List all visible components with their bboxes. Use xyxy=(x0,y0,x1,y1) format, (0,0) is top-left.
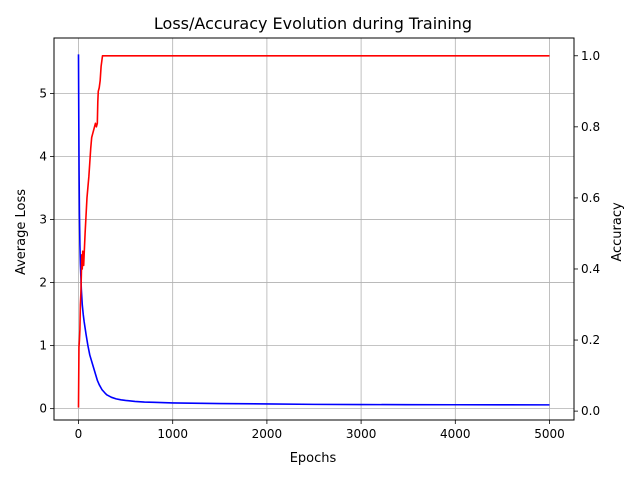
y-left-tick-label: 1 xyxy=(39,339,47,353)
x-tick-label: 0 xyxy=(75,427,83,441)
x-tick-label: 5000 xyxy=(534,427,565,441)
y-left-tick-label: 4 xyxy=(39,150,47,164)
x-tick-label: 3000 xyxy=(346,427,377,441)
series-group xyxy=(77,54,550,408)
y-right-tick-label: 1.0 xyxy=(581,49,600,63)
x-tick-label: 2000 xyxy=(252,427,283,441)
plot-frame xyxy=(53,37,575,421)
ticks: 0 1000 2000 3000 4000 5000 0 1 2 3 4 5 0.0 0.2 0.4 0.6 0… xyxy=(39,49,600,441)
x-tick-label: 1000 xyxy=(157,427,188,441)
chart-title: Loss/Accuracy Evolution during Training xyxy=(154,14,472,33)
x-tick-label: 4000 xyxy=(440,427,471,441)
grid xyxy=(54,38,574,420)
y-axis-right-label: Accuracy xyxy=(610,202,625,262)
y-axis-left-label: Average Loss xyxy=(14,189,29,275)
y-left-tick-label: 2 xyxy=(39,276,47,290)
y-left-tick-label: 0 xyxy=(39,402,47,416)
y-right-tick-label: 0.0 xyxy=(581,404,600,418)
y-left-tick-label: 5 xyxy=(39,86,47,100)
accuracy-series-line xyxy=(77,54,550,408)
x-axis-label: Epochs xyxy=(290,451,337,466)
y-right-tick-label: 0.8 xyxy=(581,120,600,134)
y-left-tick-label: 3 xyxy=(39,213,47,227)
y-right-tick-label: 0.2 xyxy=(581,333,600,347)
y-right-tick-label: 0.4 xyxy=(581,262,600,276)
y-right-tick-label: 0.6 xyxy=(581,191,600,205)
